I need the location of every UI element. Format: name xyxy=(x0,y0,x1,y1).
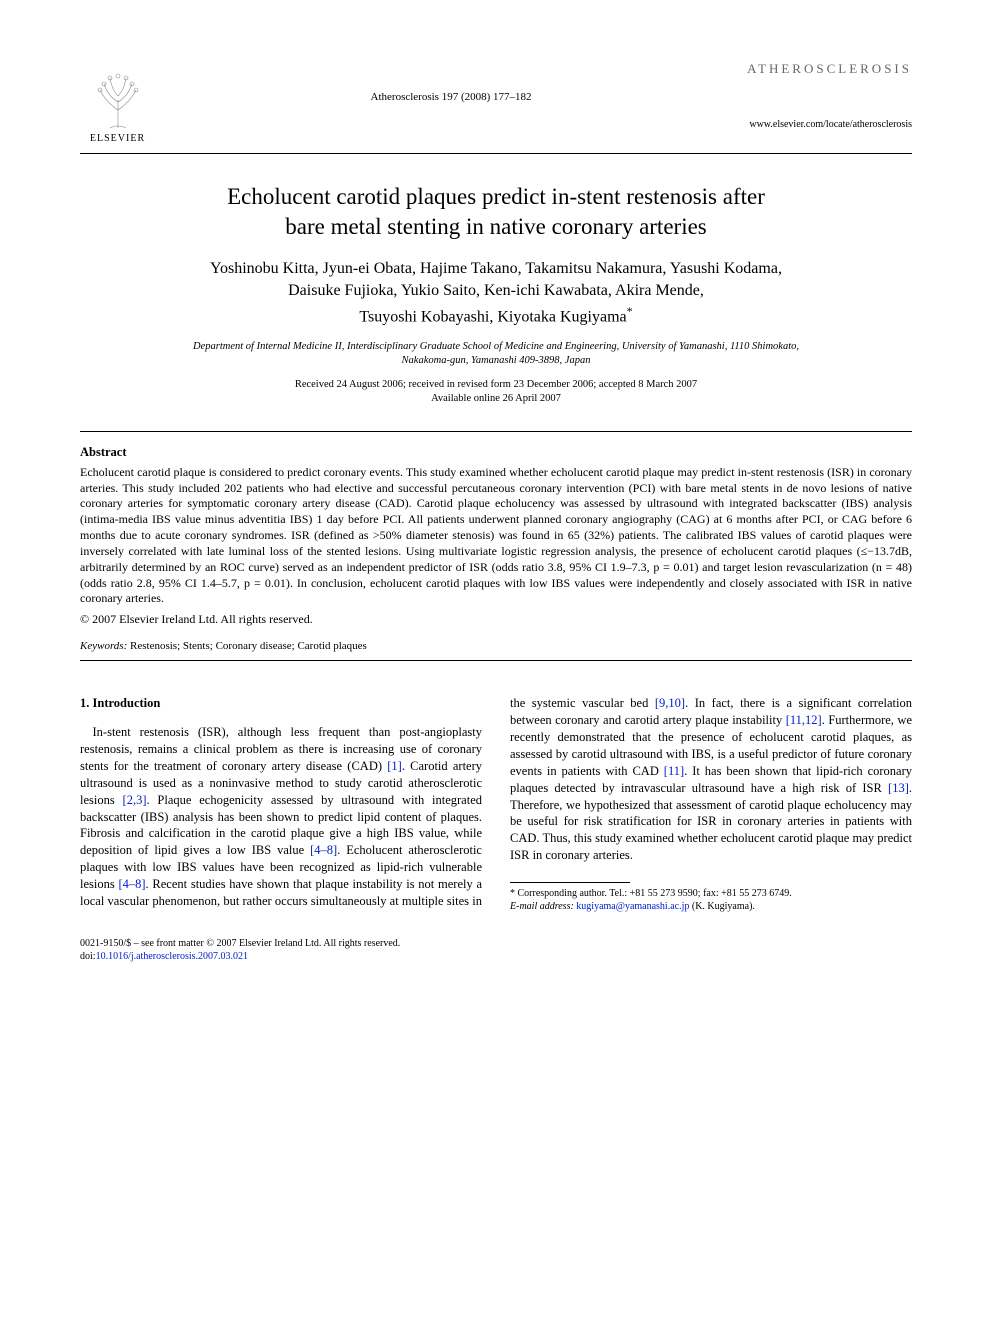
email-tail: (K. Kugiyama). xyxy=(689,901,755,912)
body-columns: 1. Introduction In-stent restenosis (ISR… xyxy=(80,695,912,913)
affiliation: Department of Internal Medicine II, Inte… xyxy=(80,340,912,367)
abstract-copyright: © 2007 Elsevier Ireland Ltd. All rights … xyxy=(80,611,912,627)
affiliation-line-1: Department of Internal Medicine II, Inte… xyxy=(193,341,799,352)
publisher-name: ELSEVIER xyxy=(90,132,145,146)
ref-2-3[interactable]: [2,3] xyxy=(123,793,147,807)
abstract-label: Abstract xyxy=(80,444,912,461)
journal-reference: Atherosclerosis 197 (2008) 177–182 xyxy=(155,90,747,105)
keywords-line: Keywords: Restenosis; Stents; Coronary d… xyxy=(80,639,912,654)
journal-url: www.elsevier.com/locate/atherosclerosis xyxy=(747,118,912,132)
abstract-bottom-rule xyxy=(80,660,912,661)
header-rule xyxy=(80,153,912,154)
page-header: ELSEVIER Atherosclerosis 197 (2008) 177–… xyxy=(80,60,912,145)
abstract-text: Echolucent carotid plaque is considered … xyxy=(80,465,912,607)
ref-9-10[interactable]: [9,10] xyxy=(655,696,685,710)
page-footer: 0021-9150/$ – see front matter © 2007 El… xyxy=(80,937,912,963)
affiliation-line-2: Nakakoma-gun, Yamanashi 409-3898, Japan xyxy=(402,355,591,366)
ref-4-8a[interactable]: [4–8] xyxy=(310,843,337,857)
doi-value[interactable]: 10.1016/j.atherosclerosis.2007.03.021 xyxy=(96,951,248,962)
title-line-2: bare metal stenting in native coronary a… xyxy=(285,214,707,239)
publisher-logo: ELSEVIER xyxy=(80,60,155,145)
dates-line-2: Available online 26 April 2007 xyxy=(431,393,561,404)
footnote-rule xyxy=(510,882,630,883)
corresponding-email[interactable]: kugiyama@yamanashi.ac.jp xyxy=(576,901,689,912)
ref-11-12[interactable]: [11,12] xyxy=(786,713,822,727)
ref-1[interactable]: [1] xyxy=(387,759,402,773)
keywords-text: Restenosis; Stents; Coronary disease; Ca… xyxy=(127,640,367,652)
journal-reference-block: Atherosclerosis 197 (2008) 177–182 xyxy=(155,60,747,105)
keywords-label: Keywords: xyxy=(80,640,127,652)
title-line-1: Echolucent carotid plaques predict in-st… xyxy=(227,184,765,209)
issn-line: 0021-9150/$ – see front matter © 2007 El… xyxy=(80,937,912,950)
authors-line-1: Yoshinobu Kitta, Jyun-ei Obata, Hajime T… xyxy=(210,260,782,277)
dates-line-1: Received 24 August 2006; received in rev… xyxy=(295,379,697,390)
abstract-top-rule xyxy=(80,431,912,432)
ref-4-8b[interactable]: [4–8] xyxy=(118,877,145,891)
intro-paragraph: In-stent restenosis (ISR), although less… xyxy=(80,695,912,913)
corresponding-mark: * xyxy=(627,304,633,318)
author-list: Yoshinobu Kitta, Jyun-ei Obata, Hajime T… xyxy=(80,258,912,329)
section-1-heading: 1. Introduction xyxy=(80,695,482,712)
authors-line-3: Tsuyoshi Kobayashi, Kiyotaka Kugiyama xyxy=(359,308,626,325)
email-label: E-mail address: xyxy=(510,901,574,912)
ref-13[interactable]: [13] xyxy=(888,781,909,795)
doi-line: doi:10.1016/j.atherosclerosis.2007.03.02… xyxy=(80,950,912,963)
footnote-line-1: * Corresponding author. Tel.: +81 55 273… xyxy=(510,888,792,899)
article-dates: Received 24 August 2006; received in rev… xyxy=(80,378,912,407)
journal-name: ATHEROSCLEROSIS xyxy=(747,60,912,78)
elsevier-tree-icon xyxy=(88,70,148,130)
ref-11[interactable]: [11] xyxy=(664,764,684,778)
doi-label: doi: xyxy=(80,951,96,962)
journal-brand-block: ATHEROSCLEROSIS www.elsevier.com/locate/… xyxy=(747,60,912,131)
authors-line-2: Daisuke Fujioka, Yukio Saito, Ken-ichi K… xyxy=(288,282,704,299)
corresponding-author-footnote: * Corresponding author. Tel.: +81 55 273… xyxy=(510,887,912,913)
article-title: Echolucent carotid plaques predict in-st… xyxy=(80,182,912,242)
